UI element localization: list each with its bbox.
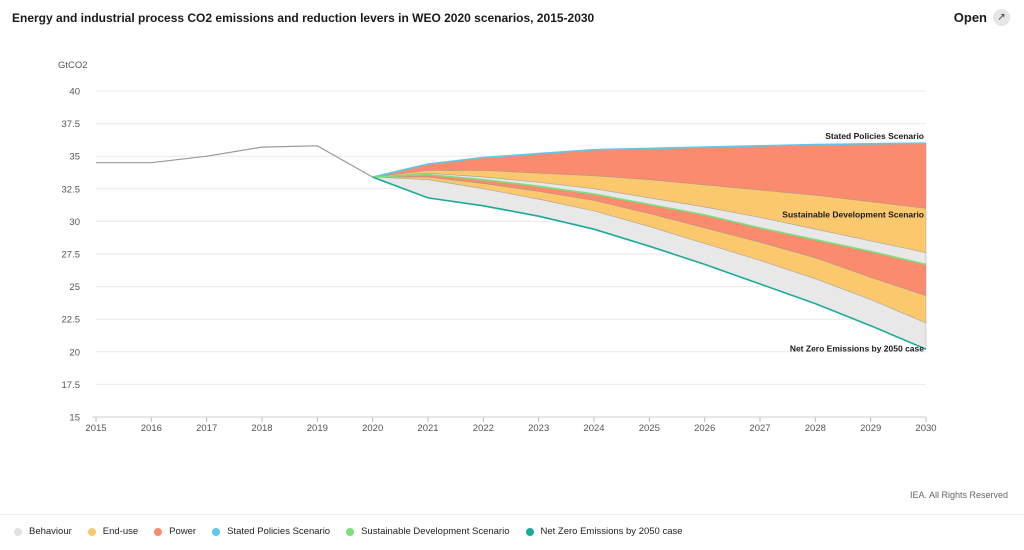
y-axis-label: GtCO2	[58, 60, 88, 71]
y-tick-label: 35	[69, 152, 80, 163]
y-tick-label: 15	[69, 413, 80, 424]
open-label: Open	[953, 10, 987, 25]
x-tick-label: 2026	[694, 423, 715, 434]
copyright-notice: IEA. All Rights Reserved	[909, 490, 1008, 500]
y-tick-label: 25	[69, 282, 80, 293]
y-tick-label: 37.5	[62, 119, 81, 130]
annotation-sustainable-development-scenario: Sustainable Development Scenario	[782, 209, 924, 219]
x-tick-label: 2027	[749, 423, 770, 434]
x-tick-label: 2015	[85, 423, 106, 434]
y-tick-label: 32.5	[62, 184, 81, 195]
x-tick-label: 2029	[860, 423, 881, 434]
external-expand-icon: ↗	[993, 9, 1010, 26]
emissions-area-chart: 15 17.5 20 22.5 25 27.5 30 32.5 35 37.5 40 GtCO2 201…	[58, 60, 937, 434]
chart-title: Energy and industrial process CO2 emissi…	[12, 11, 595, 25]
open-button[interactable]: Open ↗	[954, 9, 1010, 26]
legend-swatch	[212, 527, 221, 536]
legend-swatch	[346, 527, 355, 536]
legend-item-behaviour[interactable]: Behaviour	[14, 526, 72, 537]
legend-item-net-zero-emissions-by-2050-case[interactable]: Net Zero Emissions by 2050 case	[525, 526, 683, 537]
legend-item-sustainable-development-scenario[interactable]: Sustainable Development Scenario	[346, 526, 510, 537]
legend-swatch	[14, 527, 22, 536]
y-tick-label: 30	[69, 217, 80, 228]
line-net-zero-emissions-by-2050-case	[372, 176, 927, 350]
y-tick-label: 20	[69, 347, 80, 358]
legend-item-end-use[interactable]: End-use	[87, 526, 139, 537]
legend-label: Stated Policies Scenario	[227, 526, 331, 537]
line-sustainable-development-scenario	[372, 173, 927, 266]
x-tick-label: 2024	[583, 423, 604, 434]
line-stated-policies-scenario	[372, 142, 927, 178]
legend-swatch	[154, 527, 163, 536]
legend-label: Sustainable Development Scenario	[361, 526, 510, 537]
x-tick-label: 2021	[417, 423, 438, 434]
legend-swatch	[87, 527, 96, 536]
chart-legend: Behaviour End-use Power Stated Policies Sce…	[14, 526, 683, 537]
historical-emissions-line	[96, 145, 373, 178]
legend-item-stated-policies-scenario[interactable]: Stated Policies Scenario	[212, 526, 330, 537]
legend-divider	[0, 514, 1024, 515]
legend-swatch	[525, 527, 534, 536]
legend-item-power[interactable]: Power	[154, 526, 196, 537]
x-tick-label: 2018	[251, 423, 272, 434]
x-tick-label: 2017	[196, 423, 217, 434]
x-tick-label: 2028	[805, 423, 826, 434]
x-tick-label: 2030	[915, 423, 936, 434]
y-tick-label: 22.5	[62, 315, 81, 326]
legend-label: Power	[169, 526, 197, 537]
legend-label: End-use	[102, 526, 139, 537]
x-tick-label: 2020	[362, 423, 383, 434]
annotation-stated-policies-scenario: Stated Policies Scenario	[825, 131, 924, 141]
legend-label: Behaviour	[29, 526, 72, 537]
y-tick-label: 40	[69, 87, 80, 98]
x-tick-label: 2019	[307, 423, 328, 434]
legend-label: Net Zero Emissions by 2050 case	[540, 526, 683, 537]
x-tick-label: 2016	[141, 423, 162, 434]
x-tick-label: 2025	[639, 423, 660, 434]
annotation-net-zero-emissions-by-2050-case: Net Zero Emissions by 2050 case	[790, 344, 924, 354]
x-tick-label: 2022	[473, 423, 494, 434]
y-tick-label: 27.5	[62, 250, 81, 261]
x-tick-label: 2023	[528, 423, 549, 434]
y-tick-label: 17.5	[62, 380, 81, 391]
